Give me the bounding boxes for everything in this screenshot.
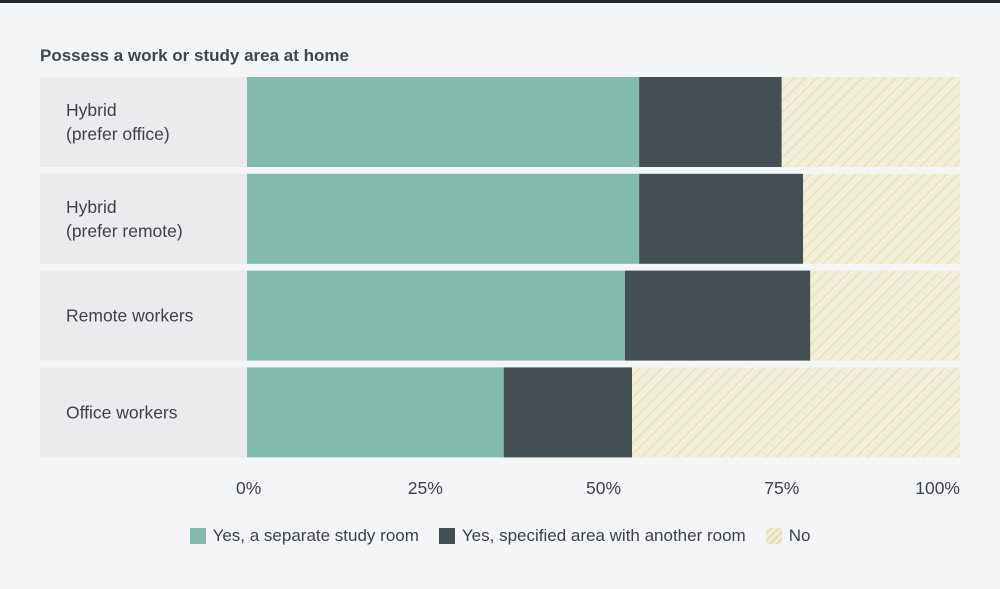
- legend-item: Yes, specified area with another room: [438, 526, 746, 546]
- legend-label: Yes, a separate study room: [212, 526, 419, 545]
- x-tick-label: 0%: [236, 478, 261, 498]
- bar-segment-separate-room: [247, 367, 504, 458]
- legend: Yes, a separate study room Yes, specified…: [0, 526, 1000, 546]
- legend-label: No: [788, 526, 811, 545]
- x-tick-label: 25%: [408, 478, 443, 498]
- bar-segment-no: [632, 367, 960, 458]
- bar-segment-separate-room: [247, 173, 640, 264]
- legend-item: No: [765, 526, 811, 546]
- bar-segment-specified-area: [639, 173, 804, 264]
- row-background: [40, 270, 247, 361]
- row-background: [40, 77, 247, 167]
- bar-segment-separate-room: [247, 77, 640, 167]
- row-label: Remote workers: [66, 306, 194, 326]
- bar-segment-specified-area: [639, 77, 782, 167]
- bar-segment-no: [810, 270, 960, 361]
- legend-swatch: [765, 528, 782, 544]
- x-tick-label: 50%: [586, 478, 621, 498]
- bar-segment-no: [781, 77, 960, 167]
- row-label: Hybrid (prefer office): [66, 100, 170, 144]
- bar-segment-no: [803, 173, 960, 264]
- row-background: [40, 173, 247, 264]
- bar-segment-specified-area: [503, 367, 633, 458]
- x-tick-label: 100%: [915, 478, 960, 498]
- row-background: [40, 367, 247, 458]
- legend-swatch: [189, 528, 206, 544]
- legend-swatch: [438, 528, 455, 544]
- row-label: Office workers: [66, 402, 178, 422]
- legend-label: Yes, specified area with another room: [461, 526, 746, 545]
- top-border: [0, 0, 1000, 3]
- row-label: Hybrid (prefer remote): [66, 197, 183, 241]
- bar-segment-specified-area: [624, 270, 811, 361]
- legend-item: Yes, a separate study room: [189, 526, 419, 546]
- x-tick-label: 75%: [764, 478, 799, 498]
- chart-title: Possess a work or study area at home: [40, 46, 349, 65]
- bar-segment-separate-room: [247, 270, 625, 361]
